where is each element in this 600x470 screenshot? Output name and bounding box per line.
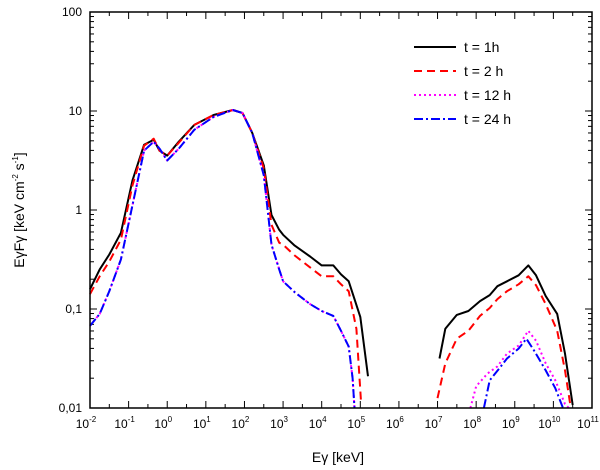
series-line-1 [438, 264, 574, 406]
legend: t = 1h t = 2 h t = 12 h t = 24 h [414, 39, 511, 127]
series-line-3 [469, 329, 570, 409]
series-line-3 [89, 109, 356, 409]
x-tick-label: 105 [347, 415, 365, 431]
series-line-1 [89, 109, 369, 377]
y-tick-label: 0,1 [65, 302, 82, 316]
x-tick-label: 109 [502, 415, 520, 431]
series-line-2 [89, 109, 363, 404]
y-tick-label: 10 [69, 104, 83, 118]
x-tick-label: 1010 [538, 415, 561, 431]
legend-label-4: t = 24 h [464, 111, 511, 127]
x-tick-label: 10-1 [114, 415, 135, 431]
axis-ticks [89, 11, 593, 409]
series-line-2 [436, 275, 572, 409]
x-tick-label: 103 [270, 415, 288, 431]
x-tick-label: 107 [425, 415, 443, 431]
plot-frame [89, 11, 593, 409]
legend-label-2: t = 2 h [464, 63, 503, 79]
series-layer [89, 109, 574, 409]
y-tick-label: 100 [62, 5, 82, 19]
series-line-4 [482, 337, 564, 409]
legend-label-1: t = 1h [464, 39, 499, 55]
x-tick-label: 104 [309, 415, 327, 431]
x-axis-title: Eγ [keV] [312, 449, 364, 465]
x-tick-label: 101 [193, 415, 211, 431]
y-axis-title: EγFγ [keV cm-2 s-1] [11, 152, 27, 267]
x-tick-label: 108 [463, 415, 481, 431]
tick-labels: 10-2 10-1 100 101 102 103 104 105 106 107 108 109 10… [59, 5, 600, 431]
x-tick-label: 100 [154, 415, 172, 431]
series-line-4 [89, 109, 356, 409]
legend-label-3: t = 12 h [464, 87, 511, 103]
y-tick-label: 1 [75, 203, 82, 217]
y-tick-label: 0,01 [59, 401, 83, 415]
x-tick-label: 1011 [577, 415, 599, 431]
x-tick-label: 102 [232, 415, 250, 431]
x-tick-label: 10-2 [76, 415, 97, 431]
x-tick-label: 106 [386, 415, 404, 431]
